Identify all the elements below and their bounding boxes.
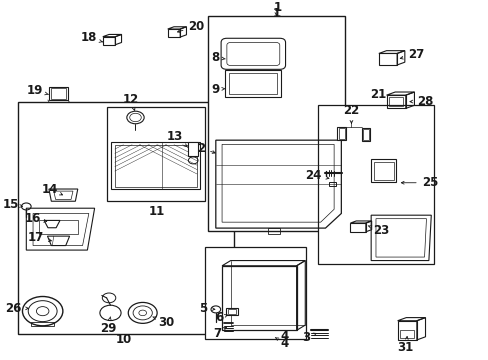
Text: 9: 9	[211, 83, 225, 96]
Bar	[373, 162, 393, 180]
Text: 7: 7	[213, 327, 226, 340]
Bar	[18, 102, 234, 334]
Text: 21: 21	[369, 88, 386, 101]
Text: 1: 1	[273, 0, 281, 14]
Text: 5: 5	[199, 302, 214, 315]
Text: 26: 26	[5, 302, 28, 315]
Text: 13: 13	[166, 130, 187, 147]
Bar	[267, 228, 279, 234]
Text: 28: 28	[409, 95, 432, 108]
Bar	[337, 127, 346, 140]
Bar	[207, 16, 344, 231]
Bar	[39, 220, 78, 234]
Text: 31: 31	[397, 337, 413, 354]
Text: 2: 2	[197, 142, 215, 155]
Text: 4: 4	[280, 330, 288, 343]
Text: 3: 3	[301, 331, 316, 344]
Text: 14: 14	[42, 183, 62, 195]
Text: 12: 12	[122, 93, 139, 110]
Bar	[106, 107, 205, 201]
Bar	[388, 97, 403, 106]
Text: 27: 27	[400, 48, 424, 61]
Bar	[51, 88, 66, 99]
Bar	[318, 105, 433, 264]
Bar	[399, 330, 414, 338]
Text: 8: 8	[211, 51, 225, 64]
Bar	[225, 70, 280, 96]
Text: 11: 11	[149, 206, 165, 219]
Text: 1: 1	[272, 7, 280, 20]
Text: 17: 17	[28, 231, 51, 244]
Bar	[188, 142, 198, 156]
Text: 16: 16	[24, 212, 47, 225]
Text: 22: 22	[343, 104, 359, 123]
Text: 23: 23	[367, 224, 389, 237]
Bar	[362, 129, 368, 140]
Text: 25: 25	[401, 176, 437, 189]
Text: 6: 6	[215, 311, 227, 324]
Text: 4: 4	[275, 337, 288, 350]
Bar	[338, 128, 344, 139]
Text: 30: 30	[152, 316, 174, 329]
Text: 20: 20	[177, 19, 204, 32]
Bar	[229, 73, 276, 94]
Text: 19: 19	[26, 84, 48, 97]
Text: 24: 24	[305, 168, 328, 181]
Bar	[31, 321, 54, 326]
Text: 15: 15	[2, 198, 22, 211]
Bar	[49, 87, 68, 100]
Text: 29: 29	[100, 317, 116, 335]
Bar	[227, 309, 236, 314]
Bar	[205, 247, 305, 339]
Bar	[361, 127, 369, 141]
Bar	[370, 159, 395, 182]
Bar	[226, 309, 238, 315]
Text: 18: 18	[81, 31, 102, 44]
Text: 10: 10	[115, 333, 131, 346]
